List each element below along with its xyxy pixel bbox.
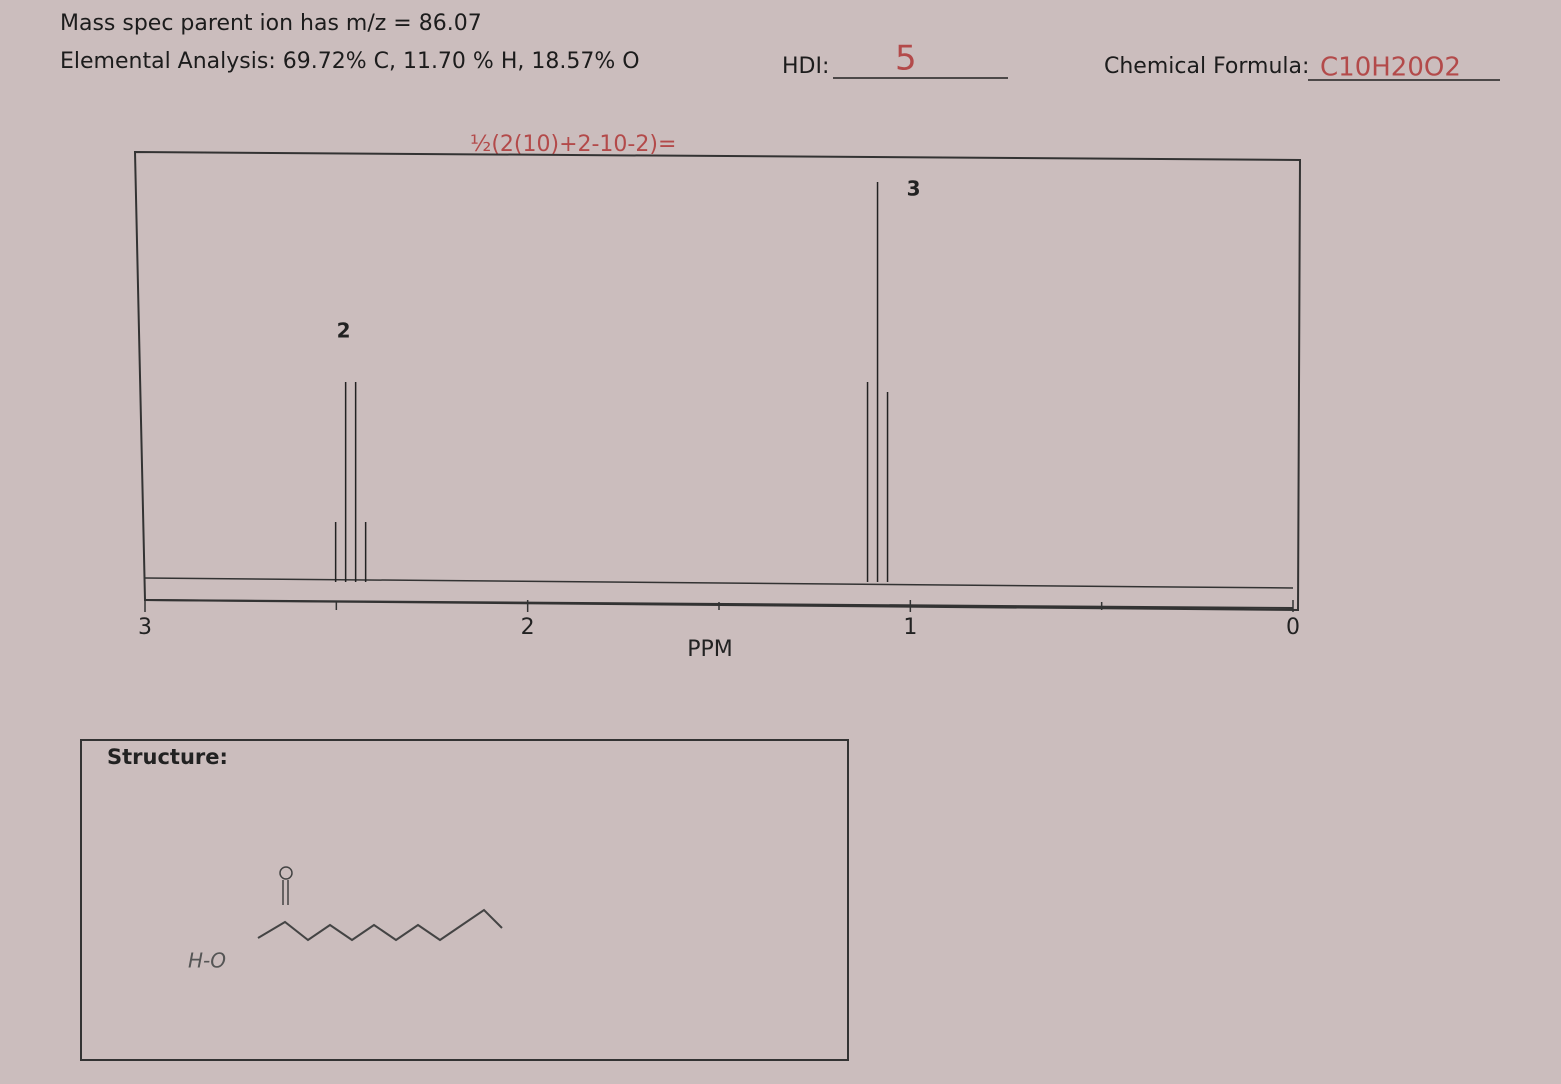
x-tick-label: 2 — [521, 615, 535, 640]
hdi-answer: 5 — [895, 39, 917, 79]
carbonyl-oxygen — [279, 866, 293, 880]
mass-spec-text: Mass spec parent ion has m/z = 86.07 — [60, 11, 482, 36]
x-axis-label: PPM — [687, 637, 733, 662]
formula-label: Chemical Formula: — [1104, 54, 1309, 79]
structure-box — [80, 739, 849, 1061]
elemental-text: Elemental Analysis: 69.72% C, 11.70 % H,… — [60, 49, 640, 74]
structure-atom: H-O — [188, 949, 226, 973]
x-tick-label: 1 — [903, 615, 917, 640]
x-tick-label: 3 — [138, 615, 152, 640]
peak-integration: 2 — [337, 319, 351, 343]
spectrum: 3 2 1 0 2 3 — [138, 177, 1300, 641]
formula-answer: C10H20O2 — [1320, 53, 1461, 83]
x-tick-label: 0 — [1286, 615, 1300, 640]
hdi-label: HDI: — [782, 54, 829, 79]
hdi-work: ½(2(10)+2-10-2)= — [470, 132, 676, 157]
structure-label: Structure: — [107, 745, 228, 769]
spectrum-frame — [133, 150, 1302, 612]
structure-chain — [257, 908, 503, 942]
peak-integration: 3 — [907, 177, 921, 201]
baseline — [144, 577, 1294, 589]
